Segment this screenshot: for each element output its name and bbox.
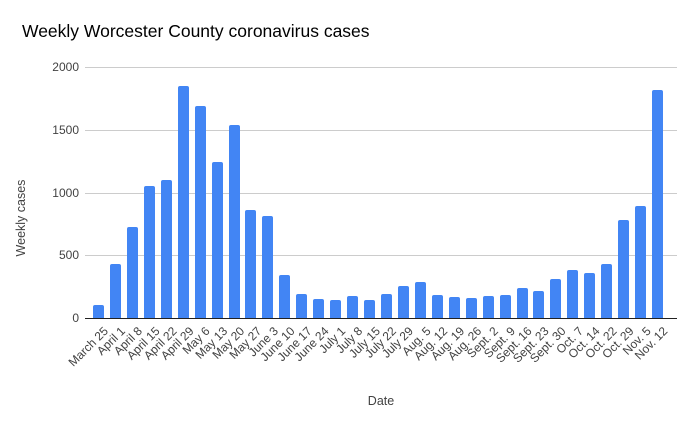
bar-nov-12 — [652, 89, 664, 318]
y-tick-label-1000: 1000 — [52, 185, 79, 200]
bar-sept-30 — [550, 279, 562, 318]
bar-aug-26 — [465, 297, 477, 318]
bar-june-17 — [296, 293, 308, 318]
bar-aug-12 — [431, 295, 443, 318]
bar-june-3 — [262, 216, 274, 318]
bar-sept-23 — [533, 291, 545, 318]
plot-area — [85, 67, 677, 319]
bar-may-13 — [211, 162, 223, 318]
y-tick-label-1500: 1500 — [52, 122, 79, 137]
bar-aug-19 — [448, 297, 460, 318]
bar-sept-2 — [482, 296, 494, 318]
bar-may-20 — [228, 125, 240, 318]
bar-april-22 — [160, 179, 172, 318]
bar-april-15 — [143, 186, 155, 318]
bar-oct-29 — [618, 220, 630, 318]
bar-aug-5 — [414, 282, 426, 318]
bar-june-24 — [313, 298, 325, 318]
bar-may-27 — [245, 210, 257, 318]
bar-oct-14 — [584, 273, 596, 318]
grid-line-1000 — [85, 192, 677, 194]
y-tick-label-500: 500 — [58, 248, 79, 263]
bar-june-10 — [279, 274, 291, 318]
bar-oct-7 — [567, 270, 579, 318]
grid-line-500 — [85, 255, 677, 257]
bar-march-25 — [93, 305, 104, 318]
bar-sept-9 — [499, 294, 511, 318]
bar-oct-22 — [601, 264, 613, 318]
chart-title: Weekly Worcester County coronavirus case… — [22, 21, 370, 41]
grid-line-1500 — [85, 129, 677, 131]
grid-line-2000 — [85, 67, 677, 68]
bar-july-15 — [364, 299, 376, 318]
bar-july-29 — [397, 286, 409, 318]
bar-nov-5 — [635, 205, 647, 318]
y-tick-label-2000: 2000 — [52, 60, 79, 74]
y-tick-label-0: 0 — [72, 311, 79, 325]
bar-april-1 — [109, 264, 121, 318]
bar-may-6 — [194, 105, 206, 318]
bar-april-29 — [177, 86, 189, 318]
bar-july-8 — [347, 296, 359, 318]
bar-july-1 — [330, 299, 342, 318]
bar-april-8 — [126, 227, 138, 318]
x-axis-title: Date — [367, 394, 395, 408]
bar-july-22 — [380, 294, 392, 318]
bar-sept-16 — [516, 287, 528, 318]
